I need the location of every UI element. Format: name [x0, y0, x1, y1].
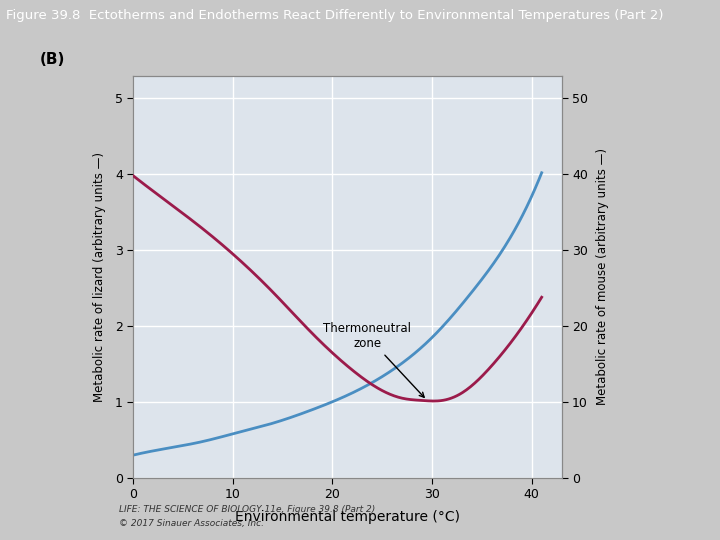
Text: Figure 39.8  Ectotherms and Endotherms React Differently to Environmental Temper: Figure 39.8 Ectotherms and Endotherms Re… — [6, 9, 663, 22]
Y-axis label: Metabolic rate of lizard (arbitrary units —): Metabolic rate of lizard (arbitrary unit… — [94, 152, 107, 402]
Y-axis label: Metabolic rate of mouse (arbitrary units —): Metabolic rate of mouse (arbitrary units… — [596, 148, 609, 405]
X-axis label: Environmental temperature (°C): Environmental temperature (°C) — [235, 510, 460, 524]
Text: Thermoneutral
zone: Thermoneutral zone — [323, 322, 424, 397]
Text: © 2017 Sinauer Associates, Inc.: © 2017 Sinauer Associates, Inc. — [119, 519, 264, 528]
Text: (B): (B) — [40, 52, 65, 68]
Text: LIFE: THE SCIENCE OF BIOLOGY 11e, Figure 39.8 (Part 2): LIFE: THE SCIENCE OF BIOLOGY 11e, Figure… — [119, 505, 375, 514]
